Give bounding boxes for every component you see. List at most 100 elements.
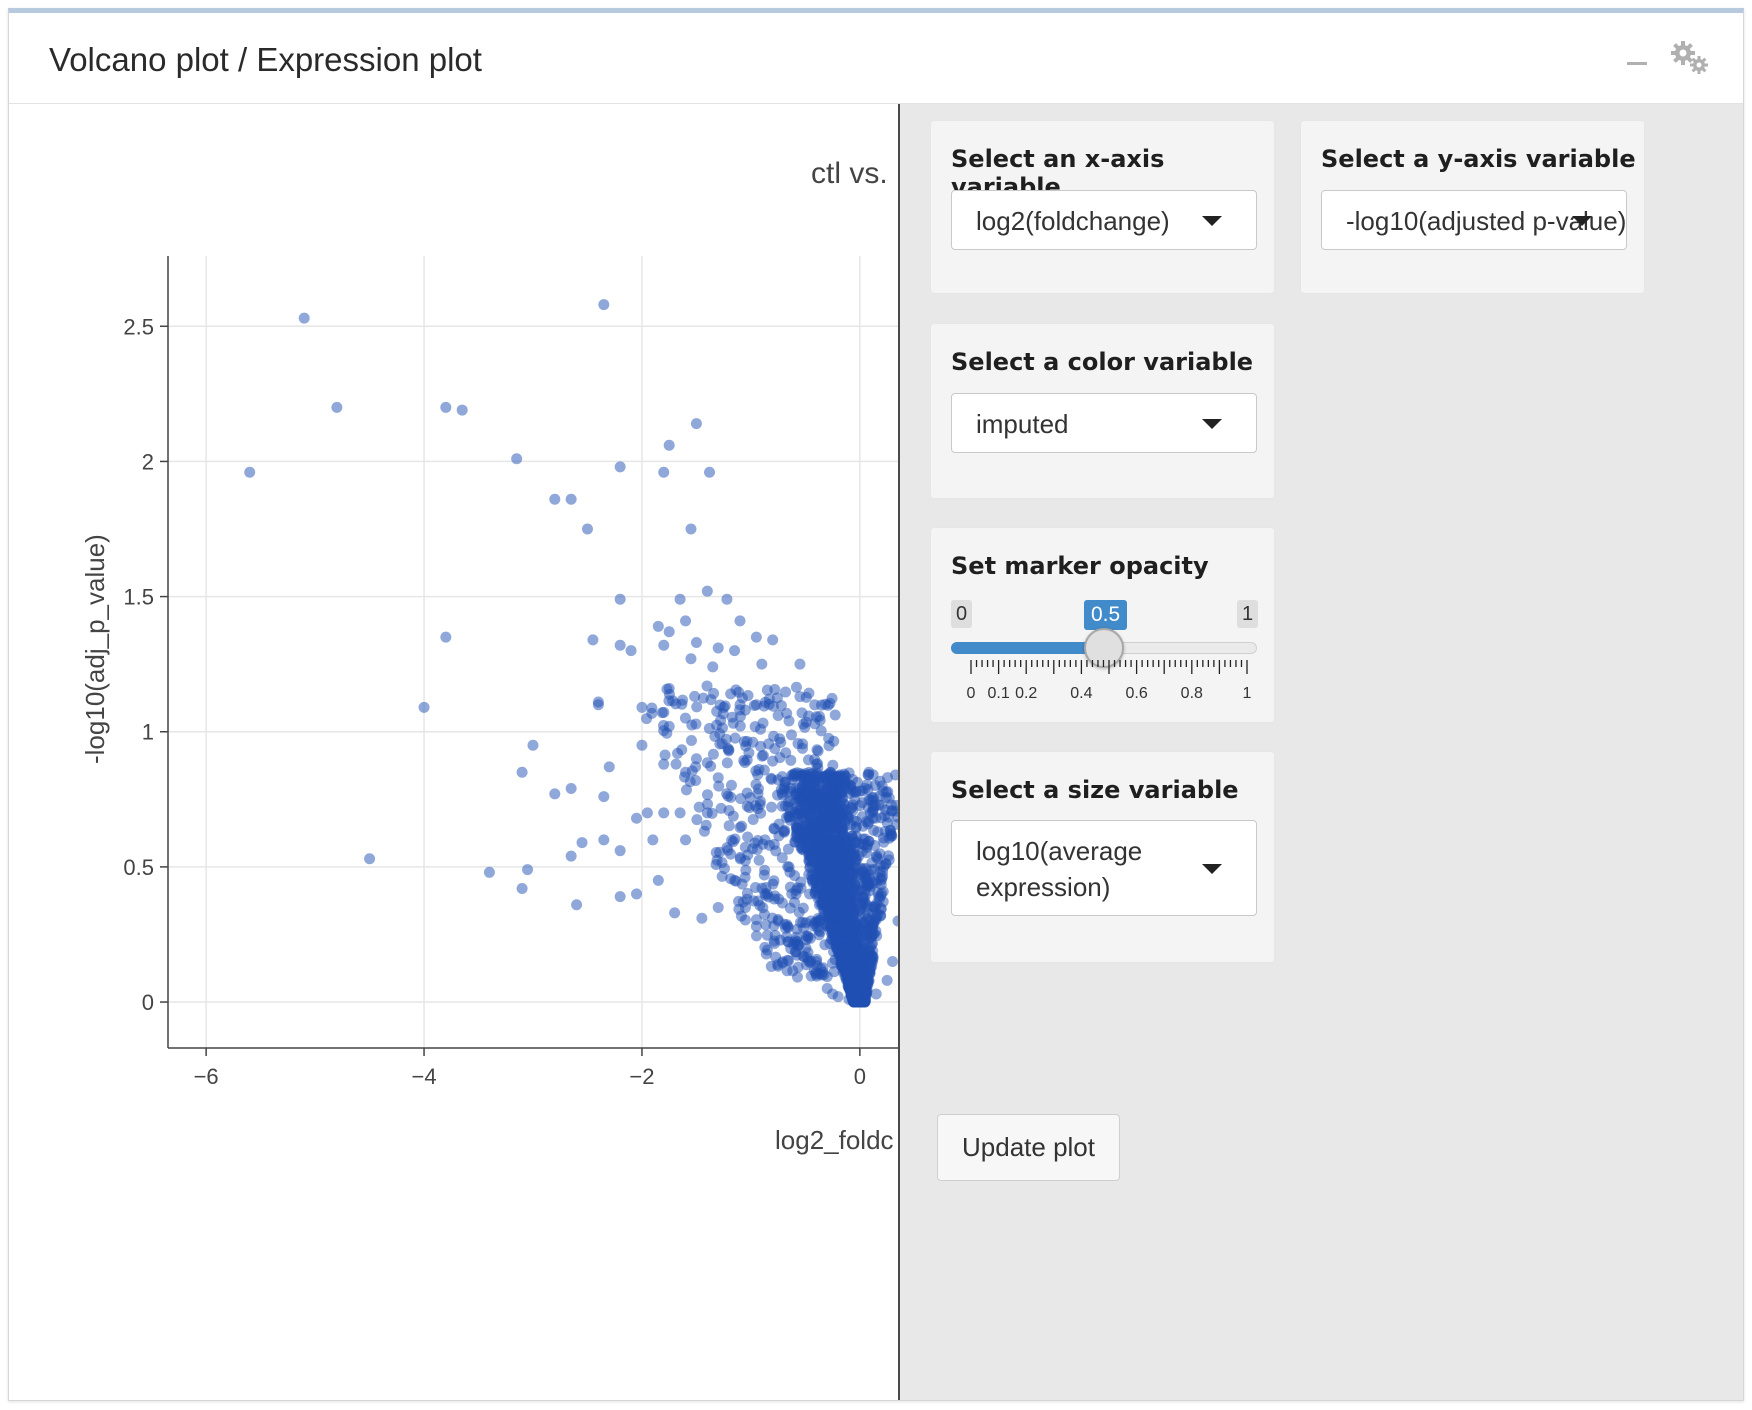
scatter-point[interactable] bbox=[796, 842, 808, 854]
scatter-point[interactable] bbox=[244, 466, 256, 478]
scatter-point[interactable] bbox=[761, 929, 773, 941]
scatter-point[interactable] bbox=[723, 805, 735, 817]
scatter-point[interactable] bbox=[790, 681, 802, 693]
scatter-point[interactable] bbox=[760, 919, 772, 931]
scatter-point[interactable] bbox=[737, 896, 749, 908]
scatter-point[interactable] bbox=[670, 758, 682, 770]
scatter-point[interactable] bbox=[874, 775, 886, 787]
scatter-point[interactable] bbox=[842, 853, 854, 865]
scatter-point[interactable] bbox=[734, 615, 746, 627]
scatter-point[interactable] bbox=[892, 915, 899, 927]
scatter-point[interactable] bbox=[819, 698, 831, 710]
scatter-point[interactable] bbox=[691, 701, 703, 713]
scatter-point[interactable] bbox=[851, 919, 863, 931]
scatter-point[interactable] bbox=[750, 765, 762, 777]
scatter-point[interactable] bbox=[747, 736, 759, 748]
scatter-point[interactable] bbox=[744, 792, 756, 804]
scatter-point[interactable] bbox=[674, 593, 686, 605]
scatter-point[interactable] bbox=[804, 957, 816, 969]
scatter-point[interactable] bbox=[527, 739, 539, 751]
scatter-point[interactable] bbox=[725, 779, 737, 791]
scatter-point[interactable] bbox=[742, 831, 754, 843]
scatter-point[interactable] bbox=[785, 729, 797, 741]
scatter-point[interactable] bbox=[658, 639, 670, 651]
scatter-point[interactable] bbox=[658, 466, 670, 478]
scatter-point[interactable] bbox=[859, 937, 871, 949]
scatter-point[interactable] bbox=[723, 820, 735, 832]
scatter-point[interactable] bbox=[788, 809, 800, 821]
scatter-point[interactable] bbox=[769, 937, 781, 949]
scatter-point[interactable] bbox=[759, 941, 771, 953]
scatter-point[interactable] bbox=[864, 794, 876, 806]
scatter-point[interactable] bbox=[680, 834, 692, 846]
scatter-point[interactable] bbox=[658, 758, 670, 770]
scatter-point[interactable] bbox=[775, 700, 787, 712]
scatter-point[interactable] bbox=[701, 680, 713, 692]
scatter-point[interactable] bbox=[592, 696, 604, 708]
scatter-point[interactable] bbox=[811, 744, 823, 756]
scatter-point[interactable] bbox=[854, 800, 866, 812]
scatter-point[interactable] bbox=[852, 994, 864, 1006]
scatter-point[interactable] bbox=[863, 836, 875, 848]
scatter-point[interactable] bbox=[759, 834, 771, 846]
scatter-point[interactable] bbox=[768, 730, 780, 742]
scatter-point[interactable] bbox=[864, 807, 876, 819]
scatter-point[interactable] bbox=[716, 738, 728, 750]
scatter-point[interactable] bbox=[791, 827, 803, 839]
scatter-point[interactable] bbox=[789, 896, 801, 908]
scatter-point[interactable] bbox=[770, 845, 782, 857]
scatter-point[interactable] bbox=[667, 695, 679, 707]
scatter-point[interactable] bbox=[871, 897, 883, 909]
settings-button[interactable] bbox=[1669, 39, 1713, 79]
scatter-point[interactable] bbox=[800, 934, 812, 946]
scatter-point[interactable] bbox=[767, 634, 779, 646]
scatter-point[interactable] bbox=[756, 750, 768, 762]
scatter-point[interactable] bbox=[571, 899, 583, 911]
scatter-point[interactable] bbox=[842, 967, 854, 979]
scatter-point[interactable] bbox=[849, 885, 861, 897]
scatter-point[interactable] bbox=[740, 864, 752, 876]
scatter-point[interactable] bbox=[751, 843, 763, 855]
scatter-point[interactable] bbox=[709, 730, 721, 742]
scatter-point[interactable] bbox=[712, 901, 724, 913]
scatter-point[interactable] bbox=[710, 847, 722, 859]
scatter-point[interactable] bbox=[827, 827, 839, 839]
scatter-point[interactable] bbox=[759, 696, 771, 708]
scatter-point[interactable] bbox=[817, 899, 829, 911]
scatter-point[interactable] bbox=[761, 684, 773, 696]
scatter-point[interactable] bbox=[859, 946, 871, 958]
scatter-point[interactable] bbox=[733, 686, 745, 698]
scatter-point[interactable] bbox=[754, 723, 766, 735]
scatter-point[interactable] bbox=[739, 855, 751, 867]
scatter-point[interactable] bbox=[811, 787, 823, 799]
scatter-point[interactable] bbox=[549, 788, 561, 800]
scatter-point[interactable] bbox=[812, 762, 824, 774]
scatter-point[interactable] bbox=[785, 754, 797, 766]
scatter-point[interactable] bbox=[776, 800, 788, 812]
scatter-point[interactable] bbox=[755, 807, 767, 819]
scatter-point[interactable] bbox=[603, 761, 615, 773]
scatter-point[interactable] bbox=[769, 929, 781, 941]
scatter-point[interactable] bbox=[658, 807, 670, 819]
scatter-point[interactable] bbox=[827, 789, 839, 801]
scatter-point[interactable] bbox=[887, 956, 898, 968]
scatter-point[interactable] bbox=[810, 820, 822, 832]
scatter-point[interactable] bbox=[774, 752, 786, 764]
scatter-point[interactable] bbox=[680, 615, 692, 627]
scatter-point[interactable] bbox=[782, 843, 794, 855]
scatter-point[interactable] bbox=[765, 960, 777, 972]
scatter-point[interactable] bbox=[874, 848, 886, 860]
scatter-point[interactable] bbox=[757, 902, 769, 914]
scatter-point[interactable] bbox=[823, 732, 835, 744]
scatter-point[interactable] bbox=[827, 957, 839, 969]
scatter-point[interactable] bbox=[364, 853, 376, 865]
scatter-point[interactable] bbox=[729, 732, 741, 744]
scatter-point[interactable] bbox=[805, 812, 817, 824]
scatter-point[interactable] bbox=[813, 924, 825, 936]
scatter-point[interactable] bbox=[826, 922, 838, 934]
scatter-point[interactable] bbox=[831, 878, 843, 890]
scatter-point[interactable] bbox=[789, 870, 801, 882]
scatter-point[interactable] bbox=[658, 719, 670, 731]
scatter-point[interactable] bbox=[440, 401, 452, 413]
scatter-point[interactable] bbox=[691, 814, 703, 826]
